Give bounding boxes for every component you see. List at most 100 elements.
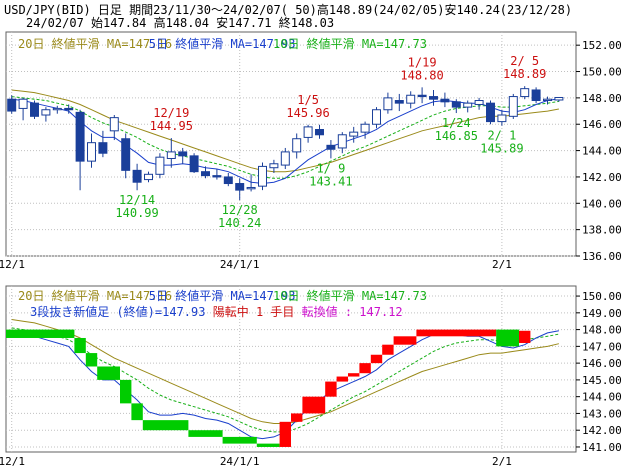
high-annotation-date: 1/19: [408, 55, 437, 69]
candle-body: [303, 126, 313, 138]
brick-up: [291, 413, 303, 422]
candle-body: [269, 163, 279, 169]
candle-body: [440, 98, 450, 103]
candle-body: [258, 165, 267, 187]
break-y-tick-label: 150.00: [582, 290, 622, 303]
break-info-prefix: 3段抜き新値足 (終値)=147.93: [30, 304, 213, 319]
candle-body: [166, 151, 176, 159]
break-y-tick-label: 149.00: [582, 307, 622, 320]
brick-up: [370, 354, 383, 364]
candle-body: [52, 107, 62, 111]
candle-body: [18, 98, 28, 109]
price-y-tick-label: 144.00: [582, 145, 622, 158]
brick-down: [256, 443, 280, 447]
price-y-tick-label: 146.00: [582, 118, 622, 131]
low-annotation-date: 1/24: [442, 116, 471, 130]
brick-down: [74, 337, 86, 354]
brick-up: [359, 363, 371, 374]
low-annotation-date: 2/ 1: [487, 129, 516, 143]
break-x-tick-label: 24/1/1: [220, 455, 260, 468]
candle-body: [520, 88, 530, 98]
candle-body: [155, 156, 165, 175]
price-y-tick-label: 152.00: [582, 39, 622, 52]
high-annotation-date: 1/5: [297, 93, 319, 107]
brick-down: [131, 403, 143, 421]
candle-body: [474, 100, 484, 105]
brick-down: [97, 366, 120, 380]
price-y-tick-label: 140.00: [582, 197, 622, 210]
chart-header: USD/JPY(BID) 日足 期間23/11/30～24/02/07( 50)…: [4, 2, 572, 30]
low-annotation-value: 143.41: [309, 174, 352, 188]
high-annotation-date: 12/19: [153, 106, 189, 120]
break-y-tick-label: 145.00: [582, 374, 622, 387]
candle-body: [41, 109, 51, 116]
brick-up: [519, 330, 531, 344]
price-legend-item: 5日 終値平滑 MA=147.93: [149, 36, 296, 51]
candle-body: [223, 176, 233, 185]
brick-up: [393, 336, 417, 345]
candle-body: [144, 173, 153, 181]
price-y-tick-label: 136.00: [582, 250, 622, 263]
candle-body: [531, 89, 541, 102]
candle-body: [554, 96, 564, 101]
header-line2: 24/02/07 始147.84 高148.04 安147.71 終148.03: [26, 15, 334, 30]
brick-up: [325, 381, 337, 397]
low-annotation-date: 1/ 9: [316, 161, 345, 175]
candle-body: [315, 129, 324, 136]
candle-body: [508, 96, 518, 117]
break-legend-item: 5日 終値平滑 MA=147.93: [149, 288, 296, 303]
low-annotation-date: 12/14: [119, 193, 155, 207]
low-annotation-date: 12/28: [222, 203, 258, 217]
high-annotation-value: 144.95: [150, 119, 193, 133]
candle-body: [75, 111, 85, 162]
price-x-tick-label: 2/1: [492, 258, 512, 271]
brick-up: [302, 396, 326, 414]
brick-down: [496, 329, 519, 347]
price-y-tick-label: 142.00: [582, 171, 622, 184]
brick-up: [336, 376, 348, 382]
break-x-tick-label: 2/1: [492, 455, 512, 468]
brick-down: [142, 420, 189, 431]
candle-body: [360, 123, 370, 133]
break-y-tick-label: 147.00: [582, 340, 622, 353]
candle-body: [543, 98, 552, 102]
high-annotation-value: 145.96: [286, 106, 329, 120]
break-legend-item: 20日 終値平滑 MA=147.16: [18, 288, 172, 303]
price-x-tick-label: 24/1/1: [220, 258, 260, 271]
candle-body: [429, 96, 438, 100]
break-y-tick-label: 144.00: [582, 391, 622, 404]
candle-body: [486, 102, 495, 123]
price-legend-item: 10日 終値平滑 MA=147.73: [273, 36, 427, 51]
ma10-line: [11, 96, 559, 179]
break-y-tick-label: 148.00: [582, 324, 622, 337]
brick-down: [188, 430, 223, 437]
candle-body: [212, 175, 222, 178]
break-x-tick-label: 12/1: [0, 455, 25, 468]
candle-body: [463, 102, 473, 108]
candle-body: [64, 107, 74, 111]
candle-body: [87, 142, 96, 162]
price-x-tick-label: 12/1: [0, 258, 25, 271]
brick-down: [85, 353, 98, 367]
candle-body: [109, 117, 119, 132]
candle-body: [383, 97, 393, 111]
candle-body: [98, 142, 108, 154]
break-y-tick-label: 141.00: [582, 441, 622, 454]
low-annotation-value: 140.24: [218, 216, 261, 230]
candle-body: [349, 131, 359, 137]
low-annotation-value: 140.99: [115, 206, 158, 220]
candle-body: [7, 98, 17, 112]
candle-body: [292, 138, 302, 153]
candle-body: [326, 144, 336, 150]
candle-body: [497, 114, 507, 123]
break-legend-item: 10日 終値平滑 MA=147.73: [273, 288, 427, 303]
candle-body: [30, 102, 39, 117]
candle-body: [235, 183, 245, 191]
candle-body: [121, 138, 131, 171]
brick-up: [348, 373, 360, 377]
candle-body: [189, 155, 199, 173]
candle-body: [417, 94, 427, 98]
candle-body: [451, 101, 461, 108]
break-info-status: 陽転中: [213, 304, 256, 319]
brick-down: [6, 329, 75, 338]
